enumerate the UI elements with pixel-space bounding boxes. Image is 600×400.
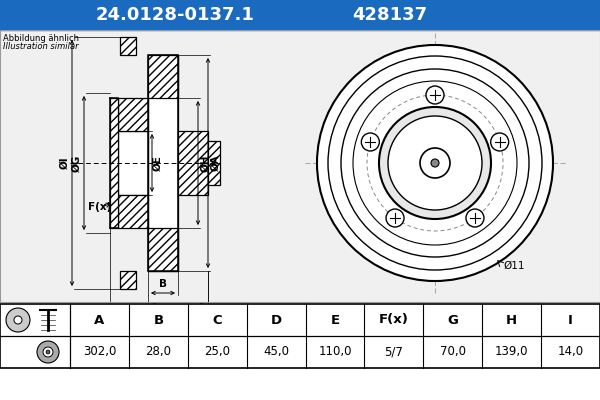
Text: ØA: ØA [211, 155, 221, 171]
Bar [0, 30, 600, 302]
Bar [118, 195, 148, 228]
Text: C: C [212, 314, 222, 326]
Text: Ø11: Ø11 [503, 261, 524, 271]
Text: Illustration similar: Illustration similar [3, 42, 79, 51]
Text: 428137: 428137 [352, 6, 428, 24]
Bar [120, 271, 136, 289]
Text: G: G [448, 314, 458, 326]
Text: I: I [568, 314, 573, 326]
Bar [118, 131, 148, 195]
Text: B: B [153, 314, 163, 326]
Text: F(x): F(x) [88, 202, 112, 212]
Bar [120, 37, 136, 55]
Bar [208, 141, 220, 185]
Circle shape [386, 209, 404, 227]
Text: D: D [271, 314, 281, 326]
Text: ØI: ØI [60, 157, 70, 169]
Text: 70,0: 70,0 [440, 346, 466, 358]
Text: 14,0: 14,0 [557, 346, 584, 358]
Circle shape [317, 45, 553, 281]
Bar [118, 98, 148, 131]
Text: 139,0: 139,0 [495, 346, 529, 358]
Text: 5/7: 5/7 [385, 346, 403, 358]
Text: 110,0: 110,0 [318, 346, 352, 358]
Circle shape [420, 148, 450, 178]
Bar [148, 261, 178, 271]
Circle shape [491, 133, 509, 151]
Text: 28,0: 28,0 [145, 346, 172, 358]
Circle shape [379, 107, 491, 219]
Circle shape [426, 86, 444, 104]
Text: F(x): F(x) [379, 314, 409, 326]
Circle shape [43, 347, 53, 357]
Text: Abbildung ähnlich: Abbildung ähnlich [3, 34, 79, 43]
Circle shape [388, 116, 482, 210]
Circle shape [14, 316, 22, 324]
Text: 25,0: 25,0 [204, 346, 230, 358]
Bar [0, 0, 600, 30]
Circle shape [431, 159, 439, 167]
Text: B: B [159, 279, 167, 289]
Bar [110, 98, 118, 228]
Text: 24.0128-0137.1: 24.0128-0137.1 [95, 6, 254, 24]
Text: D: D [155, 322, 163, 332]
Circle shape [6, 308, 30, 332]
Text: ØE: ØE [153, 155, 163, 171]
Text: Ate: Ate [379, 180, 451, 226]
Text: C (MTH): C (MTH) [154, 308, 202, 318]
Text: E: E [331, 314, 340, 326]
Text: ØG: ØG [72, 154, 82, 172]
Bar [148, 55, 178, 65]
Bar [178, 131, 208, 195]
Circle shape [37, 341, 59, 363]
Text: ØH: ØH [201, 154, 211, 172]
Bar [148, 55, 178, 98]
Text: 302,0: 302,0 [83, 346, 116, 358]
Circle shape [466, 209, 484, 227]
Bar [0, 30, 600, 302]
Bar [148, 65, 178, 261]
Bar [148, 55, 178, 271]
Bar [148, 228, 178, 271]
Text: A: A [94, 314, 104, 326]
Text: H: H [506, 314, 517, 326]
Circle shape [361, 133, 379, 151]
Circle shape [46, 350, 50, 354]
Bar [0, 304, 600, 368]
Text: 45,0: 45,0 [263, 346, 289, 358]
